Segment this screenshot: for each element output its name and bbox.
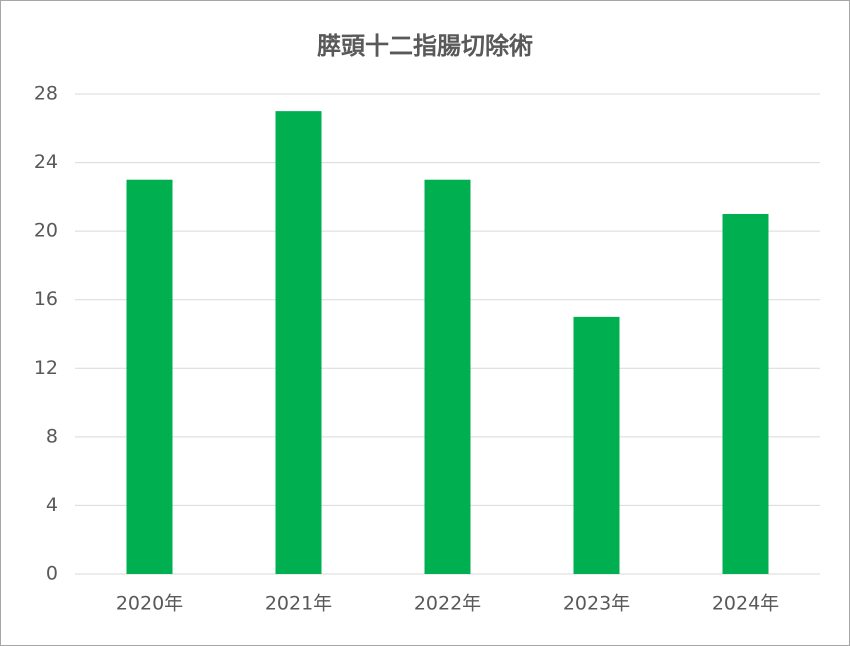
bar	[722, 214, 769, 574]
bar	[573, 316, 620, 574]
bar	[126, 179, 173, 574]
y-tick-label: 0	[46, 563, 58, 585]
y-tick-label: 4	[46, 494, 58, 516]
x-tick-label: 2022年	[414, 593, 481, 615]
x-tick-label: 2023年	[563, 593, 630, 615]
y-tick-label: 16	[34, 288, 58, 310]
x-tick-label: 2024年	[712, 593, 779, 615]
x-tick-label: 2020年	[116, 593, 183, 615]
y-tick-label: 12	[34, 357, 58, 379]
y-tick-label: 8	[46, 425, 58, 447]
chart-title: 膵頭十二指腸切除術	[317, 32, 533, 60]
bar	[424, 179, 471, 574]
y-tick-label: 20	[34, 220, 58, 242]
y-tick-label: 28	[34, 83, 58, 105]
y-tick-label: 24	[34, 151, 58, 173]
x-tick-label: 2021年	[265, 593, 332, 615]
bar	[275, 111, 322, 575]
